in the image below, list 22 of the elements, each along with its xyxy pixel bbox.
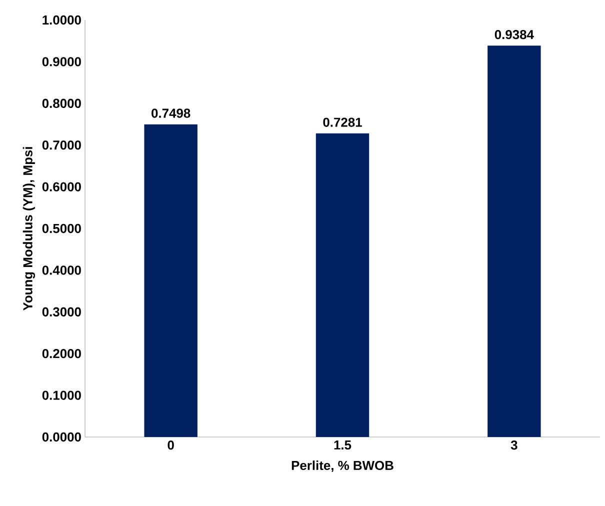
data-label: 0.7498 bbox=[152, 108, 190, 118]
y-tick-label: 0.7000 bbox=[42, 140, 81, 150]
y-tick-label: 0.0000 bbox=[42, 432, 81, 442]
y-tick-label: 0.3000 bbox=[42, 307, 81, 316]
x-tick-label: 3 bbox=[510, 440, 518, 450]
y-tick-label: 0.5000 bbox=[42, 224, 81, 234]
y-axis-title: Young Modulus (YM), Mpsi bbox=[22, 147, 36, 311]
data-label: 0.9384 bbox=[494, 30, 534, 40]
y-tick-label: 0.2000 bbox=[42, 349, 81, 358]
y-tick-label: 0.1000 bbox=[42, 390, 81, 400]
y-tick-label: 1.0000 bbox=[42, 15, 81, 25]
x-tick-label: 0 bbox=[168, 440, 174, 450]
data-label: 0.7281 bbox=[323, 118, 362, 127]
x-axis-title: Perlite, % BWOB bbox=[292, 460, 394, 472]
bar bbox=[488, 46, 541, 437]
x-tick-label: 1.5 bbox=[334, 440, 352, 450]
bar bbox=[316, 133, 370, 437]
y-tick-label: 0.8000 bbox=[42, 98, 81, 108]
y-tick-label: 0.9000 bbox=[42, 57, 81, 66]
y-tick-label: 0.4000 bbox=[42, 266, 81, 275]
bar bbox=[144, 124, 198, 437]
y-tick-label: 0.6000 bbox=[42, 182, 81, 192]
